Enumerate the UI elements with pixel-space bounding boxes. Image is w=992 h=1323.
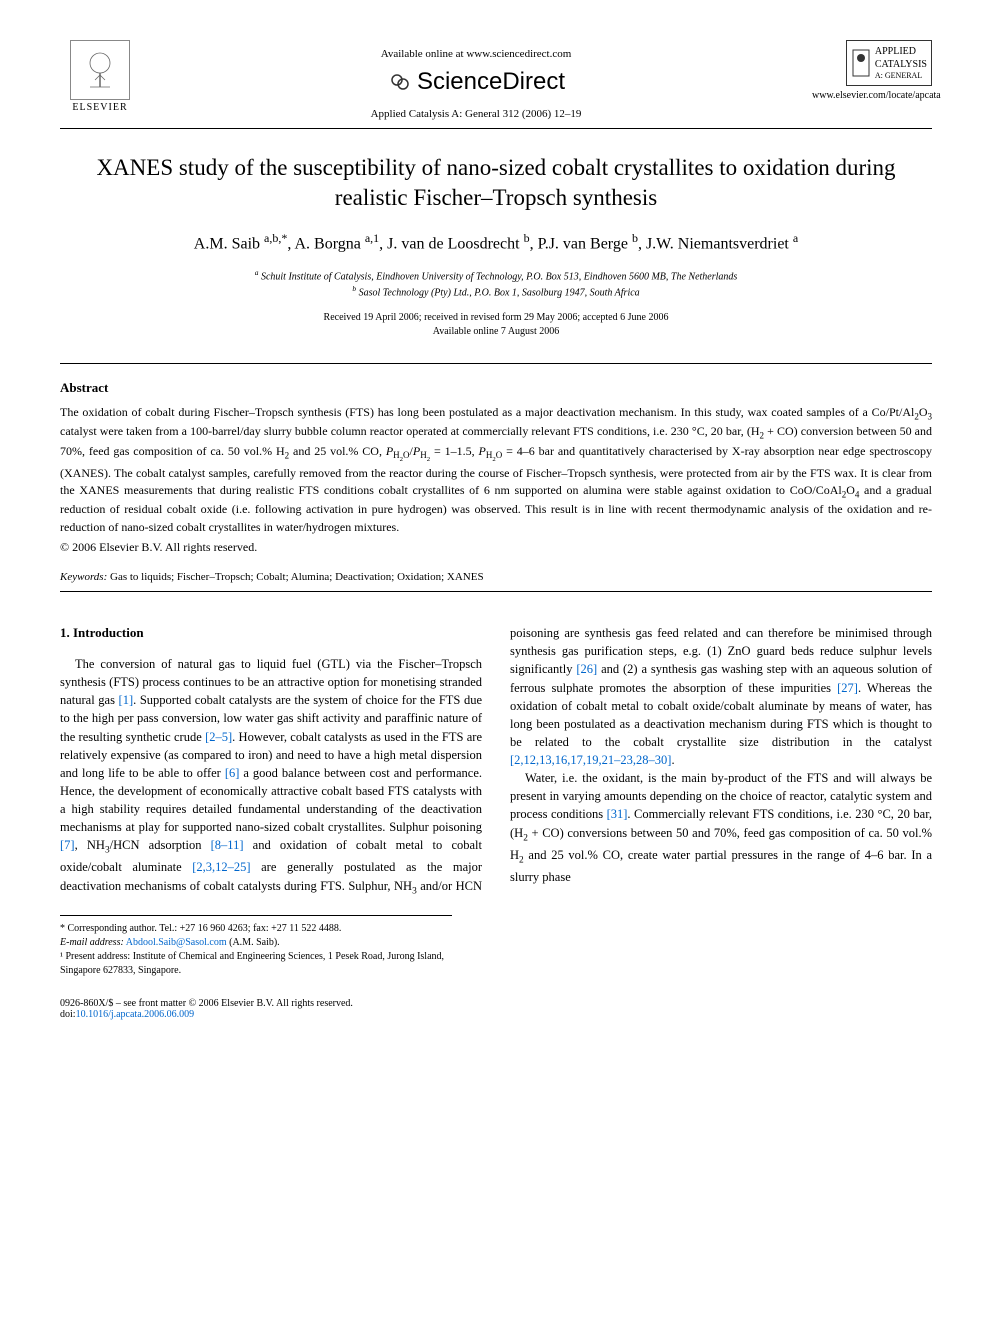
intro-paragraph-2: Water, i.e. the oxidant, is the main by-…	[510, 769, 932, 886]
sciencedirect-icon	[387, 70, 411, 94]
doi-link[interactable]: 10.1016/j.apcata.2006.06.009	[76, 1009, 195, 1020]
header-row: ELSEVIER Available online at www.science…	[60, 40, 932, 120]
journal-name-line2: CATALYSIS	[875, 58, 927, 71]
doi-line: doi:10.1016/j.apcata.2006.06.009	[60, 1009, 353, 1020]
citation-link[interactable]: [2,3,12–25]	[192, 860, 250, 874]
abstract-text: The oxidation of cobalt during Fischer–T…	[60, 404, 932, 536]
section-1-heading: 1. Introduction	[60, 624, 482, 643]
footer-row: 0926-860X/$ – see front matter © 2006 El…	[60, 998, 932, 1020]
journal-logo-block: APPLIED CATALYSIS A: GENERAL www.elsevie…	[812, 40, 932, 101]
elsevier-logo: ELSEVIER	[60, 40, 140, 113]
present-address-note: ¹ Present address: Institute of Chemical…	[60, 950, 452, 978]
citation-link[interactable]: [26]	[576, 662, 597, 676]
citation-link[interactable]: [2–5]	[205, 730, 232, 744]
email-line: E-mail address: Abdool.Saib@Sasol.com (A…	[60, 936, 452, 950]
affiliation-a: a Schuit Institute of Catalysis, Eindhov…	[60, 268, 932, 284]
citation-link[interactable]: [8–11]	[211, 838, 244, 852]
citation-link[interactable]: [7]	[60, 838, 75, 852]
footnotes-block: * Corresponding author. Tel.: +27 16 960…	[60, 915, 452, 978]
email-author: (A.M. Saib).	[229, 937, 280, 948]
article-dates: Received 19 April 2006; received in revi…	[60, 311, 932, 339]
email-label: E-mail address:	[60, 937, 124, 948]
citation-link[interactable]: [6]	[225, 766, 240, 780]
body-text-columns: 1. Introduction The conversion of natura…	[60, 624, 932, 898]
journal-cover-icon	[851, 48, 871, 78]
affiliation-b: b Sasol Technology (Pty) Ltd., P.O. Box …	[60, 284, 932, 300]
author-list: A.M. Saib a,b,*, A. Borgna a,1, J. van d…	[60, 229, 932, 256]
article-title: XANES study of the susceptibility of nan…	[60, 153, 932, 213]
citation-link[interactable]: [2,12,13,16,17,19,21–23,28–30]	[510, 753, 671, 767]
keywords-line: Keywords: Gas to liquids; Fischer–Tropsc…	[60, 571, 932, 583]
elsevier-tree-icon	[70, 40, 130, 100]
journal-name-line3: A: GENERAL	[875, 71, 927, 81]
citation-link[interactable]: [27]	[837, 681, 858, 695]
available-online-text: Available online at www.sciencedirect.co…	[140, 48, 812, 60]
author-email-link[interactable]: Abdool.Saib@Sasol.com	[126, 937, 227, 948]
affiliations: a Schuit Institute of Catalysis, Eindhov…	[60, 268, 932, 301]
journal-url: www.elsevier.com/locate/apcata	[812, 90, 932, 101]
journal-cover-box: APPLIED CATALYSIS A: GENERAL	[846, 40, 932, 86]
received-date: Received 19 April 2006; received in revi…	[60, 311, 932, 325]
citation-link[interactable]: [31]	[607, 807, 628, 821]
doi-label: doi:	[60, 1009, 76, 1020]
header-center: Available online at www.sciencedirect.co…	[140, 40, 812, 120]
citation-link[interactable]: [1]	[119, 693, 134, 707]
sciencedirect-logo: ScienceDirect	[140, 68, 812, 96]
header-divider	[60, 128, 932, 129]
front-matter-text: 0926-860X/$ – see front matter © 2006 El…	[60, 998, 353, 1009]
abstract-top-divider	[60, 363, 932, 364]
abstract-bottom-divider	[60, 591, 932, 592]
footer-left: 0926-860X/$ – see front matter © 2006 El…	[60, 998, 353, 1020]
keywords-text: Gas to liquids; Fischer–Tropsch; Cobalt;…	[110, 571, 484, 583]
abstract-copyright: © 2006 Elsevier B.V. All rights reserved…	[60, 540, 932, 555]
journal-reference: Applied Catalysis A: General 312 (2006) …	[140, 108, 812, 120]
online-date: Available online 7 August 2006	[60, 325, 932, 339]
corresponding-author-note: * Corresponding author. Tel.: +27 16 960…	[60, 922, 452, 936]
abstract-heading: Abstract	[60, 380, 932, 396]
journal-name-line1: APPLIED	[875, 45, 927, 58]
article-page: ELSEVIER Available online at www.science…	[0, 0, 992, 1060]
elsevier-text: ELSEVIER	[72, 102, 127, 113]
sciencedirect-text: ScienceDirect	[417, 68, 565, 96]
keywords-label: Keywords:	[60, 571, 107, 583]
